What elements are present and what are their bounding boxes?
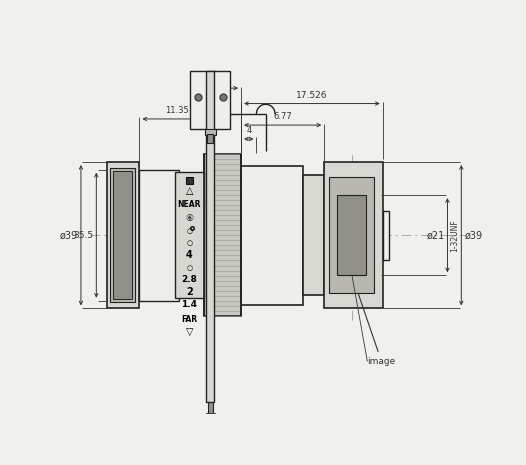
Text: 40: 40 — [218, 74, 230, 84]
Text: 17.526: 17.526 — [296, 91, 328, 100]
Bar — [204, 154, 241, 316]
Bar — [113, 171, 132, 299]
Bar — [175, 172, 204, 299]
Bar — [329, 178, 373, 293]
Text: 4: 4 — [246, 126, 251, 135]
Bar — [241, 166, 302, 305]
Text: 2.8: 2.8 — [181, 275, 197, 285]
Bar — [208, 402, 213, 413]
Bar — [190, 71, 230, 129]
Text: 1-32UNF: 1-32UNF — [451, 219, 460, 252]
Text: ø39: ø39 — [464, 230, 482, 240]
Text: △: △ — [186, 186, 193, 196]
Text: 6.77: 6.77 — [274, 112, 292, 121]
Text: 4: 4 — [186, 250, 193, 260]
Text: ø39: ø39 — [60, 230, 78, 240]
Text: image: image — [353, 279, 396, 366]
Text: ø21: ø21 — [427, 230, 445, 240]
Bar — [186, 177, 194, 185]
Text: ▽: ▽ — [186, 327, 193, 337]
Text: ⑥: ⑥ — [186, 214, 194, 223]
Text: FAR: FAR — [181, 315, 198, 325]
Text: 35.5: 35.5 — [73, 231, 93, 240]
Text: 2: 2 — [186, 287, 193, 297]
Text: ○: ○ — [186, 227, 193, 233]
Text: 11.35: 11.35 — [165, 106, 189, 115]
Bar — [324, 162, 383, 308]
Bar — [139, 170, 179, 301]
Bar — [383, 211, 389, 260]
Bar — [337, 195, 366, 275]
Bar — [302, 175, 324, 295]
Bar — [107, 162, 139, 308]
Text: 1.4: 1.4 — [181, 300, 197, 309]
Bar — [206, 413, 215, 419]
Text: ○: ○ — [186, 265, 193, 271]
Bar — [110, 168, 135, 302]
Bar — [206, 71, 214, 402]
Bar — [205, 129, 216, 135]
Bar — [207, 133, 214, 143]
Text: ○: ○ — [186, 240, 193, 246]
Text: NEAR: NEAR — [178, 200, 201, 209]
